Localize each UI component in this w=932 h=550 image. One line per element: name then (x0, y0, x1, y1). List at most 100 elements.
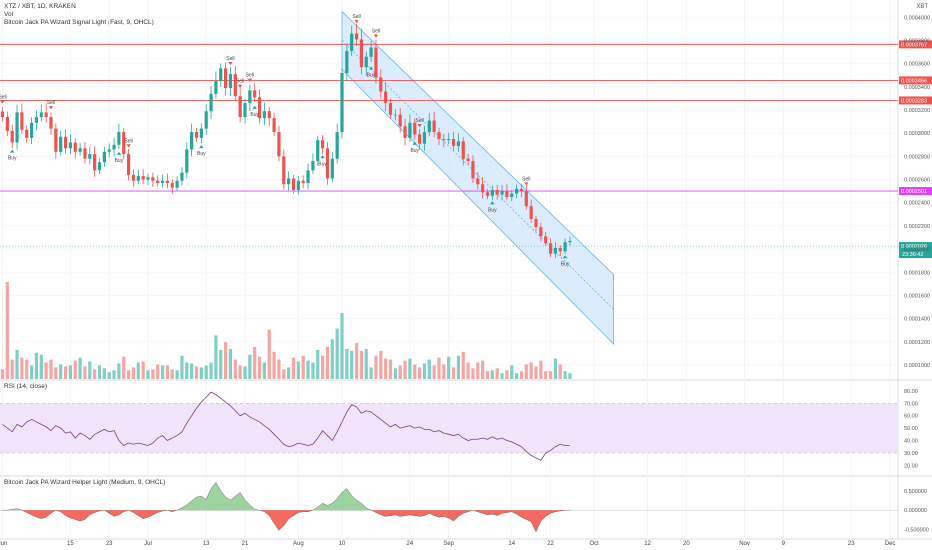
volume-bar (291, 357, 296, 379)
candle-body (20, 112, 24, 130)
helper-tick-label: 0.000000 (904, 508, 927, 514)
candle-body (190, 132, 194, 150)
candle-body (5, 117, 9, 131)
helper-negative-area (2, 510, 570, 532)
volume-bar (432, 365, 436, 379)
signal-indicator-label: Bitcoin Jack PA Wizard Signal Light (Fas… (4, 19, 154, 26)
volume-bar (403, 360, 407, 379)
x-tick-label: Oct (590, 541, 600, 547)
sell-label: Sell (124, 138, 132, 144)
candle-body (325, 148, 330, 179)
x-tick-label: 22 (547, 541, 554, 547)
candle-body (127, 154, 131, 175)
volume-bar (253, 346, 257, 379)
candle-body (359, 39, 363, 68)
signal-markers: SellBuySellBuySellBuySellSellSellBuyBuyS… (0, 14, 570, 267)
candle-body (553, 247, 557, 254)
volume-indicator-label: Vol (4, 11, 14, 18)
sell-label: Sell (0, 94, 7, 100)
volume-bar (471, 368, 475, 379)
volume-bar (15, 349, 19, 379)
candle-body (306, 170, 310, 184)
volume-bar (122, 356, 126, 379)
candle-body (485, 192, 490, 196)
volume-bar (117, 363, 121, 379)
sell-arrow (417, 123, 422, 128)
volume-bar (25, 359, 29, 379)
candle-body (413, 122, 417, 135)
candle-body (490, 190, 494, 196)
volume-bar (296, 361, 300, 379)
volume-bar (539, 360, 543, 379)
candle-body (519, 188, 524, 192)
candle-body (451, 139, 456, 146)
volume-bar (437, 357, 441, 379)
candle-body (97, 162, 102, 171)
candle-body (321, 140, 325, 149)
volume-bar (466, 362, 470, 379)
candle-body (219, 68, 223, 82)
candle-body (156, 180, 160, 184)
volume-bar (238, 365, 242, 379)
volume-bar (204, 365, 208, 379)
volume-bar (301, 355, 305, 379)
volume-bar (243, 366, 247, 379)
volume-bar (272, 351, 276, 379)
candle-body (44, 112, 48, 118)
rsi-tick-label: 30.00 (904, 451, 918, 457)
volume-bar (306, 360, 310, 379)
volume-bar (170, 369, 174, 379)
buy-label: Buy (8, 156, 17, 162)
candle-body (500, 191, 504, 195)
candle-body (388, 103, 393, 115)
candle-body (122, 132, 126, 155)
candle-body (316, 140, 320, 162)
volume-bar (209, 362, 213, 379)
volume-bar (447, 356, 451, 379)
price-tick-label: 0.0002400 (904, 201, 930, 207)
candle-body (403, 126, 407, 138)
candle-body (296, 180, 300, 190)
candle-body (34, 117, 39, 123)
volume-bar (151, 369, 155, 379)
buy-label: Buy (115, 158, 124, 164)
rsi-band (0, 403, 898, 453)
volume-bar (325, 346, 330, 379)
volume-bar (354, 343, 359, 379)
candle-body (141, 176, 145, 180)
volume-bar (141, 361, 145, 379)
candle-body (39, 112, 43, 118)
volume-bar (83, 366, 87, 379)
x-tick-label: Sep (443, 541, 454, 547)
helper-pane: 0.500000 0.000000 -0.500000 (0, 481, 929, 534)
candle-body (112, 144, 116, 150)
buy-arrow (320, 155, 325, 159)
volume-bar (228, 348, 233, 379)
price-label-box (899, 76, 932, 85)
volume-bar (248, 354, 252, 379)
candle-body (379, 77, 383, 92)
volume-bar (107, 372, 111, 379)
candle-body (107, 149, 111, 152)
candle-body (170, 183, 174, 188)
candle-body (524, 191, 528, 207)
candle-body (350, 33, 354, 51)
buy-arrow (368, 66, 374, 70)
volume-bar (422, 363, 427, 379)
candle-body (534, 218, 538, 228)
candle-body (442, 139, 446, 141)
volume-bar (282, 369, 286, 379)
candle-body (136, 176, 140, 181)
candle-body (422, 132, 427, 144)
volume-bar (476, 362, 480, 379)
sell-label: Sell (236, 79, 244, 85)
candle-body (432, 120, 436, 133)
volume-bar (136, 362, 140, 379)
volume-bar (257, 356, 262, 379)
volume-bar (44, 362, 48, 379)
price-label: 0.0003456 (901, 78, 927, 84)
sell-arrow (126, 144, 131, 148)
volume-bar (456, 355, 460, 379)
candle-body (253, 90, 257, 98)
